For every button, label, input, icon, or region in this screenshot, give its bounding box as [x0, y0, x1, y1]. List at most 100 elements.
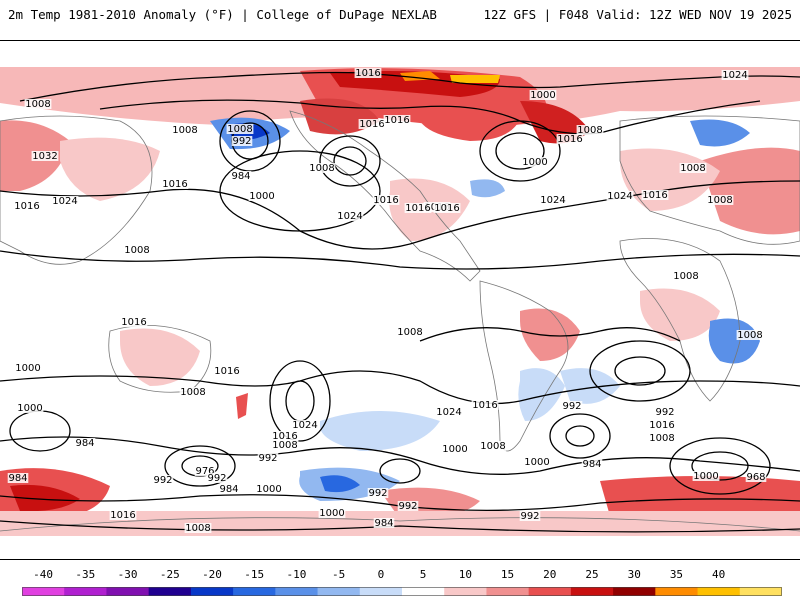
warm-anomaly-sahara — [620, 148, 720, 211]
isobar-label-bg — [648, 433, 676, 443]
isobar-south-pacific-high — [269, 360, 331, 442]
isobar-label: 1016 — [649, 420, 674, 431]
colorbar-segment — [570, 587, 614, 596]
warm-anomaly-africa — [640, 288, 720, 341]
isobar-label-bg — [318, 508, 346, 518]
isobar-label-bg — [561, 401, 583, 411]
isobar-label-bg — [358, 119, 386, 129]
isobar-label: 1008 — [309, 163, 334, 174]
isobar-label: 984 — [219, 484, 238, 495]
colorbar-tick-label: 35 — [669, 568, 684, 581]
isobar-label: 1016 — [359, 119, 384, 130]
isobar-label-bg — [523, 457, 551, 467]
isobar-label-bg — [271, 431, 299, 441]
colorbar-segment — [739, 587, 782, 596]
coastlines — [0, 110, 800, 532]
colorbar-tick-label: -30 — [117, 568, 138, 581]
coastline-eurasia — [619, 115, 800, 245]
isobar-label: 992 — [258, 453, 277, 464]
isobar-label: 1008 — [272, 440, 297, 451]
isobar-southern-low-4 — [379, 458, 421, 484]
isobar-label: 1016 — [642, 190, 667, 201]
cold-anomaly-europe — [690, 119, 750, 147]
isobar-label: 1000 — [17, 403, 42, 414]
isobar-antarctic — [0, 520, 800, 533]
isobar-label: 984 — [582, 459, 601, 470]
colorbar-segment — [22, 587, 65, 596]
colorbar-tick-label: 15 — [500, 568, 515, 581]
colorbar-segment — [190, 587, 234, 596]
isobar-label: 1016 — [121, 317, 146, 328]
isobar-label-bg — [120, 317, 148, 327]
isobar-label-bg — [16, 403, 44, 413]
cold-anomaly-antarctic-2 — [320, 475, 360, 493]
colorbar-tick-label: -35 — [75, 568, 96, 581]
isobar-southern-low-3 — [669, 437, 771, 495]
isobar-label: 984 — [374, 518, 393, 529]
isobar-southern-1 — [0, 370, 800, 405]
isobar-label: 1008 — [185, 523, 210, 534]
colorbar-tick-label: -25 — [159, 568, 180, 581]
colorbar-outline — [22, 587, 782, 596]
isobar-label: 1008 — [577, 125, 602, 136]
isobar-label-bg — [7, 473, 29, 483]
isobar-label-bg — [706, 195, 734, 205]
colorbar-tick-label: -10 — [286, 568, 307, 581]
strong-warm-anomaly-antarctic-west — [10, 484, 80, 512]
isobar-label: 984 — [75, 438, 94, 449]
isobar-label: 1008 — [25, 99, 50, 110]
colorbar-tick-label: 30 — [627, 568, 641, 581]
colorbar-segment — [148, 587, 192, 596]
isobar-label-bg — [519, 511, 541, 521]
isobar-label: 992 — [655, 407, 674, 418]
map-canvas: 1016 1024 1008 1008 1008 1032 992 1008 1000 1016 1… — [0, 67, 800, 536]
colorbar-tick-label: -40 — [33, 568, 54, 581]
isobar-label-bg — [230, 171, 252, 181]
isobar-label-bg — [373, 518, 395, 528]
colorbar-segment — [317, 587, 361, 596]
colorbar-segment — [697, 587, 741, 596]
isobar-label-bg — [383, 115, 411, 125]
coastline-antarctica — [0, 517, 800, 532]
isobar-label-bg — [529, 90, 557, 100]
isobar-label: 1000 — [256, 484, 281, 495]
isobar-label: 1008 — [172, 125, 197, 136]
colorbar-segment — [486, 587, 530, 596]
isobar-label-bg — [367, 488, 389, 498]
coastline-asia-west — [0, 115, 153, 265]
isobar-label: 1008 — [180, 387, 205, 398]
isobar-atlantic-low-inner — [495, 132, 545, 170]
isobar-label-bg — [31, 151, 59, 161]
isobar-label: 1008 — [124, 245, 149, 256]
isobar-label-bg — [14, 363, 42, 373]
isobar-label-bg — [13, 201, 41, 211]
cold-anomaly-south-pacific — [320, 411, 440, 451]
isobar-label-bg — [152, 475, 174, 485]
isobar-label: 1016 — [472, 400, 497, 411]
anomaly-map[interactable]: 1016 1024 1008 1008 1008 1032 992 1008 1000 1016 1… — [0, 40, 800, 560]
isobar-label-bg — [74, 438, 96, 448]
isobar-label: 992 — [232, 136, 251, 147]
isobar-label: 1032 — [32, 151, 57, 162]
isobar-label: 992 — [562, 401, 581, 412]
temperature-anomaly-colorbar: -40 -35 -30 -25 -20 -15 -10 -5 0 5 10 15 20 25 30 35 40 — [0, 566, 800, 600]
isobar-label: 1008 — [707, 195, 732, 206]
isobar-label: 1000 — [530, 90, 555, 101]
isobar-label: 1024 — [540, 195, 565, 206]
isobar-label-bg — [24, 99, 52, 109]
warm-anomaly-central-asia — [60, 137, 160, 201]
colorbar-tick-label: 25 — [585, 568, 599, 581]
isobar-southern-low-2-inner — [565, 425, 595, 447]
isobar-label: 992 — [153, 475, 172, 486]
isobar-label: 1016 — [162, 179, 187, 190]
isobar-label: 1024 — [607, 191, 632, 202]
isobar-label: 1008 — [737, 330, 762, 341]
colorbar-tick-label: 40 — [712, 568, 726, 581]
isobar-label-bg — [171, 125, 199, 135]
isobar-label-bg — [479, 441, 507, 451]
isobar-label-bg — [576, 125, 604, 135]
isobar-label-bg — [672, 271, 700, 281]
very-strong-warm-arctic-2 — [450, 75, 500, 83]
cold-anomaly-east-us — [470, 179, 505, 198]
isobar-label: 1000 — [442, 444, 467, 455]
